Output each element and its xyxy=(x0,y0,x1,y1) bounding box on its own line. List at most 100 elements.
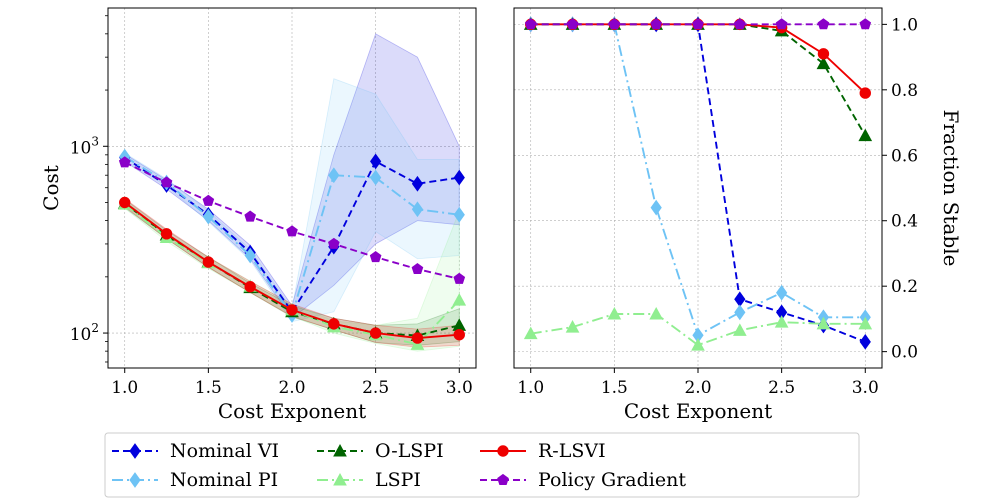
fraction-stable-chart: 1.0 1.5 2.0 2.5 3.0 0.0 0.2 0.4 0.6 0.8 1.0 Cost Ex… xyxy=(513,7,963,423)
grid xyxy=(108,8,476,368)
legend-box xyxy=(104,432,860,498)
legend-entry: LSPI xyxy=(317,469,421,491)
data-point xyxy=(328,237,340,249)
grid xyxy=(514,8,882,368)
data-point xyxy=(776,284,788,301)
legend-marker xyxy=(497,473,509,485)
data-point xyxy=(734,304,746,321)
data-point xyxy=(608,18,621,30)
data-point xyxy=(118,156,131,168)
data-point xyxy=(160,176,173,188)
y-tick-label: 0.2 xyxy=(891,277,918,297)
data-point xyxy=(524,18,537,30)
data-point xyxy=(453,272,466,284)
legend-entry: R-LSVI xyxy=(480,440,606,462)
series-line xyxy=(530,23,866,94)
data-point xyxy=(859,87,871,99)
legend-label: LSPI xyxy=(375,469,421,491)
x-tick-label: 1.0 xyxy=(111,378,138,398)
y-tick-label: 0.8 xyxy=(891,81,918,101)
data-point xyxy=(369,251,382,263)
data-point xyxy=(858,316,873,330)
data-point xyxy=(410,337,425,350)
data-point xyxy=(523,326,538,340)
data-point xyxy=(411,332,424,344)
x-tick-label: 2.5 xyxy=(362,378,389,398)
x-tick-label: 2.0 xyxy=(684,378,711,398)
legend-label: Nominal VI xyxy=(170,440,279,462)
data-point xyxy=(453,328,465,341)
data-point xyxy=(160,228,173,240)
data-point xyxy=(858,128,873,142)
legend-label: O-LSPI xyxy=(375,440,444,462)
data-point xyxy=(607,306,622,320)
data-point xyxy=(202,194,215,206)
data-point xyxy=(650,18,662,30)
legend-label: R-LSVI xyxy=(538,440,606,462)
x-axis-label: Cost Exponent xyxy=(218,399,366,423)
x-tick-label: 3.0 xyxy=(852,378,879,398)
y-tick-label: 0.4 xyxy=(891,212,918,232)
data-point xyxy=(328,167,340,184)
legend-marker xyxy=(333,472,347,486)
data-point xyxy=(774,315,789,328)
data-point xyxy=(202,256,215,268)
y-tick-label: 102 xyxy=(70,321,99,345)
data-point xyxy=(650,199,662,216)
x-tick-label: 3.0 xyxy=(446,378,473,398)
data-point xyxy=(411,262,424,275)
data-point xyxy=(370,153,382,170)
legend-entry: Nominal VI xyxy=(112,440,279,462)
legend-label: Policy Gradient xyxy=(538,469,686,491)
data-point xyxy=(286,304,298,316)
y-tick-label: 0.6 xyxy=(891,146,918,166)
data-point xyxy=(816,56,831,70)
plot-area xyxy=(523,16,873,351)
x-axis-label: Cost Exponent xyxy=(624,399,772,423)
data-point xyxy=(775,18,788,30)
data-point xyxy=(452,293,467,306)
y-tick-label: 103 xyxy=(70,134,99,158)
x-tick-label: 1.0 xyxy=(517,378,544,398)
y-axis-label: Fraction Stable xyxy=(939,110,963,267)
series-line xyxy=(530,23,866,343)
data-point xyxy=(566,18,579,30)
legend-marker xyxy=(497,445,509,457)
data-point xyxy=(411,175,424,192)
legend-entry: O-LSPI xyxy=(317,440,444,462)
legend-entry: Policy Gradient xyxy=(480,469,686,491)
plot-area xyxy=(117,33,467,352)
data-point xyxy=(119,196,131,209)
data-point xyxy=(859,333,871,350)
legend-entry: Nominal PI xyxy=(112,469,278,491)
data-point xyxy=(453,169,465,186)
data-point xyxy=(817,48,830,60)
legend-marker xyxy=(129,472,141,488)
x-tick-label: 2.5 xyxy=(768,378,795,398)
x-tick-label: 1.5 xyxy=(195,378,222,398)
data-point xyxy=(370,169,382,186)
data-point xyxy=(817,18,830,30)
y-tick-label: 0.0 xyxy=(891,343,918,363)
data-point xyxy=(565,320,580,333)
data-point xyxy=(244,281,256,293)
data-point xyxy=(244,210,256,222)
data-point xyxy=(328,318,340,330)
data-point xyxy=(286,225,298,237)
data-point xyxy=(202,208,214,225)
y-axis-label: Cost xyxy=(39,165,63,211)
x-tick-label: 2.0 xyxy=(278,378,305,398)
data-point xyxy=(732,323,747,336)
data-point xyxy=(692,18,704,30)
data-point xyxy=(734,291,746,308)
series-line xyxy=(530,313,866,347)
data-point xyxy=(734,18,746,30)
y-tick-label: 1.0 xyxy=(891,15,918,35)
data-point xyxy=(453,206,465,223)
cost-chart: 1.0 1.5 2.0 2.5 3.0 102 103 Cost Exponent Cost xyxy=(39,7,477,423)
legend: Nominal VI Nominal PI O-LSPI LSPI R-LSVI Poli… xyxy=(104,432,860,498)
data-point xyxy=(816,316,831,330)
x-tick-label: 1.5 xyxy=(601,378,628,398)
legend-marker xyxy=(129,443,141,459)
